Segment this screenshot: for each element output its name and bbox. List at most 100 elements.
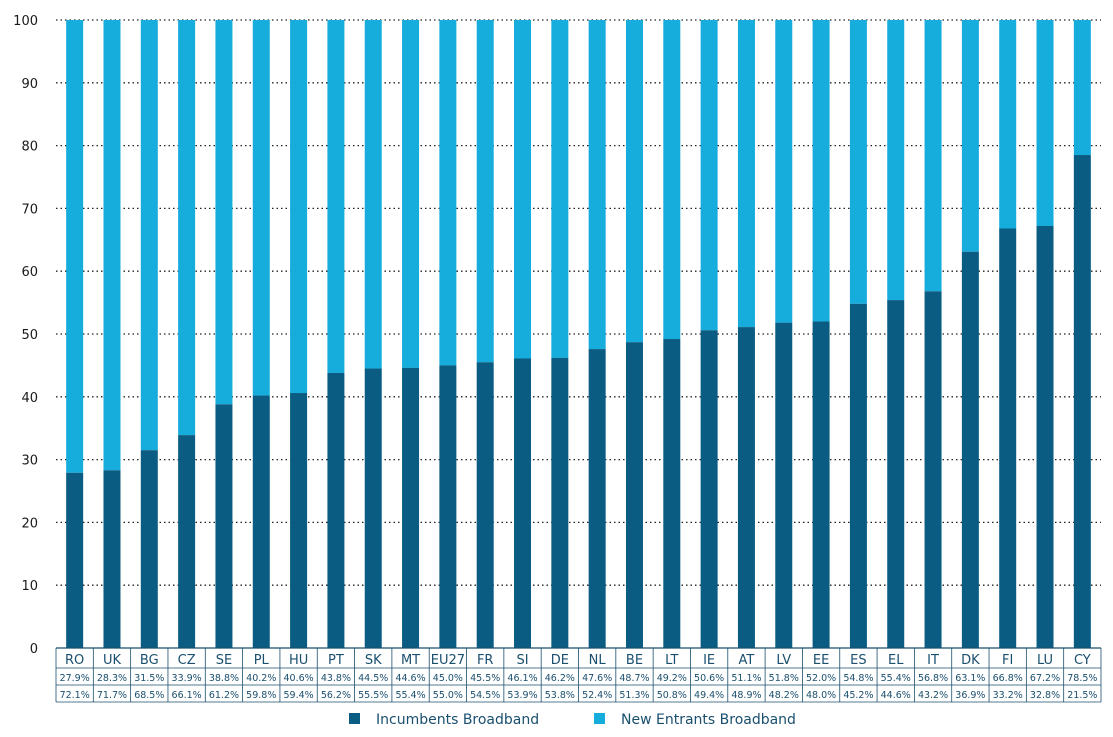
y-tick-label-10: 10	[21, 579, 38, 594]
data-label-incumbents-EU27: 45.0%	[433, 673, 463, 684]
bar-new-entrants-LV	[775, 20, 793, 323]
data-label-incumbents-UK: 28.3%	[97, 673, 127, 684]
bar-incumbents-PT	[327, 372, 345, 648]
bar-new-entrants-LT	[663, 20, 681, 340]
bar-new-entrants-PL	[252, 20, 270, 396]
data-label-new-entrants-NL: 52.4%	[582, 690, 612, 701]
data-label-new-entrants-HU: 59.4%	[283, 690, 313, 701]
bar-new-entrants-NL	[588, 20, 606, 350]
data-label-new-entrants-MT: 55.4%	[395, 690, 425, 701]
data-label-incumbents-LT: 49.2%	[657, 673, 687, 684]
data-label-new-entrants-RO: 72.1%	[60, 690, 90, 701]
y-tick-label-70: 70	[21, 202, 38, 217]
category-label-ES: ES	[850, 653, 866, 668]
bar-incumbents-LU	[1036, 225, 1054, 648]
category-label-CY: CY	[1074, 653, 1091, 668]
category-label-EE: EE	[813, 653, 829, 668]
category-label-DE: DE	[551, 653, 569, 668]
bar-incumbents-BG	[140, 450, 158, 648]
bar-new-entrants-SE	[215, 20, 233, 405]
data-label-new-entrants-FI: 33.2%	[993, 690, 1023, 701]
category-label-SI: SI	[516, 653, 528, 668]
data-label-new-entrants-DK: 36.9%	[955, 690, 985, 701]
bar-new-entrants-DK	[961, 20, 979, 252]
bar-new-entrants-EU27	[439, 20, 457, 366]
legend[interactable]: Incumbents Broadband New Entrants Broadba…	[349, 712, 796, 728]
data-label-incumbents-BG: 31.5%	[134, 673, 164, 684]
bar-incumbents-ES	[849, 303, 867, 648]
category-label-SE: SE	[216, 653, 232, 668]
data-label-incumbents-ES: 54.8%	[843, 673, 873, 684]
bar-new-entrants-CZ	[178, 20, 196, 436]
y-tick-label-40: 40	[21, 391, 38, 406]
bar-incumbents-AT	[737, 327, 755, 648]
data-label-new-entrants-SE: 61.2%	[209, 690, 239, 701]
y-tick-label-20: 20	[21, 516, 38, 531]
bar-new-entrants-EL	[887, 20, 905, 301]
bar-new-entrants-EE	[812, 20, 830, 322]
category-label-BG: BG	[140, 653, 159, 668]
data-label-incumbents-MT: 44.6%	[395, 673, 425, 684]
bar-incumbents-BE	[625, 342, 643, 648]
category-label-HU: HU	[289, 653, 308, 668]
data-table: RO 27.9% 72.1% UK 28.3% 71.7% BG 31.5% 68.5% CZ 33…	[55, 648, 1102, 703]
category-label-NL: NL	[589, 653, 607, 668]
category-label-LV: LV	[776, 653, 791, 668]
category-label-PL: PL	[254, 653, 270, 668]
data-label-new-entrants-CZ: 66.1%	[172, 690, 202, 701]
data-label-incumbents-RO: 27.9%	[60, 673, 90, 684]
data-label-new-entrants-UK: 71.7%	[97, 690, 127, 701]
data-label-new-entrants-LT: 50.8%	[657, 690, 687, 701]
bar-new-entrants-RO	[66, 20, 84, 473]
gridlines	[56, 19, 1101, 586]
bar-incumbents-EE	[812, 321, 830, 648]
legend-swatch-incumbents	[349, 713, 360, 724]
data-label-new-entrants-FR: 54.5%	[470, 690, 500, 701]
bar-new-entrants-FR	[476, 20, 494, 363]
legend-label-incumbents: Incumbents Broadband	[376, 712, 539, 728]
category-label-MT: MT	[401, 653, 420, 668]
bar-incumbents-EU27	[439, 365, 457, 648]
category-label-UK: UK	[103, 653, 122, 668]
category-label-CZ: CZ	[178, 653, 196, 668]
category-label-FI: FI	[1002, 653, 1013, 668]
y-tick-label-30: 30	[21, 454, 38, 469]
bar-new-entrants-BE	[625, 20, 643, 343]
data-label-incumbents-CY: 78.5%	[1067, 673, 1097, 684]
data-label-new-entrants-PT: 56.2%	[321, 690, 351, 701]
bar-incumbents-PL	[252, 395, 270, 648]
data-label-incumbents-EE: 52.0%	[806, 673, 836, 684]
data-label-incumbents-LU: 67.2%	[1030, 673, 1060, 684]
data-label-incumbents-FR: 45.5%	[470, 673, 500, 684]
y-tick-label-80: 80	[21, 140, 38, 155]
data-label-incumbents-SK: 44.5%	[358, 673, 388, 684]
data-label-new-entrants-SK: 55.5%	[358, 690, 388, 701]
data-label-new-entrants-EE: 48.0%	[806, 690, 836, 701]
bar-incumbents-NL	[588, 349, 606, 648]
bar-new-entrants-PT	[327, 20, 345, 373]
bar-incumbents-HU	[290, 393, 308, 648]
category-label-RO: RO	[65, 653, 84, 668]
y-tick-label-50: 50	[21, 328, 38, 343]
data-label-new-entrants-PL: 59.8%	[246, 690, 276, 701]
y-tick-label-60: 60	[21, 265, 38, 280]
bar-incumbents-FI	[999, 228, 1017, 648]
data-label-new-entrants-IT: 43.2%	[918, 690, 948, 701]
data-label-incumbents-SE: 38.8%	[209, 673, 239, 684]
category-label-FR: FR	[477, 653, 494, 668]
data-label-new-entrants-LU: 32.8%	[1030, 690, 1060, 701]
data-label-new-entrants-AT: 48.9%	[731, 690, 761, 701]
data-label-incumbents-PL: 40.2%	[246, 673, 276, 684]
data-label-incumbents-NL: 47.6%	[582, 673, 612, 684]
bar-incumbents-MT	[402, 367, 420, 648]
data-label-new-entrants-BG: 68.5%	[134, 690, 164, 701]
bar-new-entrants-BG	[140, 20, 158, 451]
bar-new-entrants-IT	[924, 20, 942, 292]
category-label-BE: BE	[626, 653, 643, 668]
data-label-incumbents-IT: 56.8%	[918, 673, 948, 684]
data-label-incumbents-HU: 40.6%	[283, 673, 313, 684]
data-label-incumbents-SI: 46.1%	[507, 673, 537, 684]
data-label-new-entrants-EU27: 55.0%	[433, 690, 463, 701]
